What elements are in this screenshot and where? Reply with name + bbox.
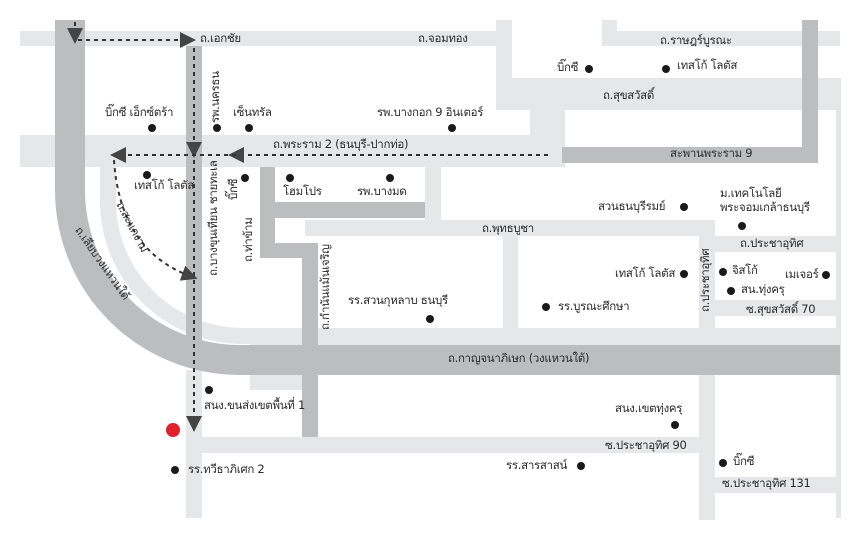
- poi-label: สน.ทุ่งครุ: [741, 282, 785, 296]
- road-kanchanaphisek: [250, 345, 840, 375]
- poi-label: โฮมโปร: [283, 184, 322, 198]
- poi-label: รพ.นครธน: [208, 71, 222, 123]
- poi-dot[interactable]: [719, 268, 727, 276]
- poi-label: พระจอมเกล้าธนบุรี: [720, 200, 810, 214]
- road-label: ถ.ประชาอุทิศ: [740, 236, 804, 250]
- road-label: ถ.บางขุนเทียน ชายทะเล: [206, 160, 220, 276]
- road-label: ถ.สุขสวัสดิ์: [603, 88, 655, 102]
- poi-label: รร.บูรณะศึกษา: [558, 299, 630, 313]
- poi-dot[interactable]: [241, 174, 249, 182]
- poi-dot[interactable]: [738, 222, 746, 230]
- road-label: ถ.ประชาอุทิศ: [698, 248, 712, 312]
- poi-label: สนง.เขตทุ่งครุ: [615, 401, 683, 415]
- road-rama9-v: [802, 20, 818, 163]
- poi-dot[interactable]: [822, 271, 830, 279]
- road-thakham: [260, 167, 275, 258]
- road-kamnan-south: [302, 375, 318, 437]
- road-bangkhunthian-south: [186, 370, 202, 518]
- road-prachauthit: [715, 236, 836, 252]
- poi-dot[interactable]: [148, 124, 156, 132]
- poi-label: บิ๊กซี: [733, 454, 755, 468]
- poi-dot[interactable]: [662, 65, 670, 73]
- poi-dot[interactable]: [727, 287, 735, 295]
- road-label: สะพานพระราม 9: [670, 146, 753, 160]
- poi-dot[interactable]: [680, 270, 688, 278]
- poi-label: เทสโก้ โลตัส: [615, 266, 676, 280]
- poi-label: รพ.บางกอก 9 อินเตอร์: [377, 105, 484, 119]
- poi-label: สวนธนบุรีรมย์: [598, 199, 666, 213]
- poi-label: เทสโก้ โลตัส: [134, 178, 195, 192]
- poi-dot[interactable]: [213, 124, 221, 132]
- poi-dot[interactable]: [205, 386, 213, 394]
- poi-label: รพ.บางมด: [357, 184, 407, 198]
- poi-label: รร.สารสาสน์: [506, 458, 568, 472]
- road-homepro: [275, 202, 425, 218]
- road-rama9-bridge: [562, 147, 818, 163]
- road-label: ถ.จอมทอง: [418, 31, 468, 45]
- road-label: ซ.ประชาอุทิศ 131: [722, 476, 811, 490]
- poi-label: เมเจอร์: [785, 267, 819, 281]
- poi-label: เซ็นทรัล: [233, 105, 272, 119]
- poi-label: บิ๊กซี เอ็กซ์ตร้า: [105, 105, 174, 119]
- road-block: [530, 78, 565, 167]
- road-service: [250, 328, 840, 346]
- poi-dot[interactable]: [286, 174, 294, 182]
- poi-label: บิ๊กซี: [557, 60, 579, 74]
- poi-dot[interactable]: [426, 315, 434, 323]
- road-ekkachai: [20, 31, 512, 46]
- poi-dot[interactable]: [448, 124, 456, 132]
- road-label: ถ.เอกชัย: [200, 31, 241, 45]
- poi-dot[interactable]: [245, 124, 253, 132]
- destination-marker[interactable]: [166, 423, 180, 437]
- poi-dot[interactable]: [542, 303, 550, 311]
- road-label: ถ.ราษฎร์บูรณะ: [660, 33, 732, 47]
- poi-dot[interactable]: [143, 171, 151, 179]
- poi-label: จิสโก้: [732, 263, 758, 277]
- poi-dot[interactable]: [719, 459, 727, 467]
- road-label: ถ.ท่าข้าม: [241, 217, 255, 262]
- poi-dot[interactable]: [386, 174, 394, 182]
- road-inner: [425, 160, 441, 236]
- road-suksawat70: [715, 300, 836, 316]
- poi-label: เทสโก้ โลตัส: [677, 58, 738, 72]
- road-kamnan: [302, 243, 318, 345]
- poi-dot[interactable]: [171, 466, 179, 474]
- road-minor-v: [503, 236, 518, 330]
- road-ratburana-stub: [602, 20, 617, 46]
- poi-dot[interactable]: [585, 65, 593, 73]
- road-right-edge: [836, 78, 841, 518]
- road-label: ถ.พุทธบูชา: [482, 221, 534, 235]
- road-label: ซ.ประชาอุทิศ 90: [605, 438, 687, 452]
- poi-dot[interactable]: [671, 421, 679, 429]
- road-ratburana: [602, 31, 840, 46]
- poi-label: ม.เทคโนโลยี: [720, 186, 782, 200]
- poi-label: รร.สวนกุหลาบ ธนบุรี: [348, 293, 448, 307]
- road-inner-2: [441, 160, 562, 167]
- road-prachauthit90: [202, 437, 700, 453]
- road-prachauthit-v: [699, 236, 715, 520]
- road-phutthabucha: [305, 220, 715, 236]
- poi-dot[interactable]: [680, 203, 688, 211]
- road-prachauthit131: [715, 477, 836, 493]
- road-label: ถ.พระราม 2 (ธนบุรี-ปากท่อ): [273, 137, 409, 151]
- road-label: ถ.กาญจนาภิเษก (วงแหวนใต้): [448, 351, 590, 365]
- road-label: ถ.กำนันแม้นเจริญ: [318, 244, 332, 330]
- poi-label: บิ๊กซี: [226, 178, 240, 200]
- poi-label: รร.ทวีธาภิเศก 2: [188, 462, 265, 476]
- road-label: ซ.สุขสวัสดิ์ 70: [746, 302, 816, 316]
- road-lower-stub: [250, 375, 302, 390]
- poi-label: สนง.ขนส่งเขตพื้นที่ 1: [204, 398, 305, 412]
- poi-dot[interactable]: [577, 462, 585, 470]
